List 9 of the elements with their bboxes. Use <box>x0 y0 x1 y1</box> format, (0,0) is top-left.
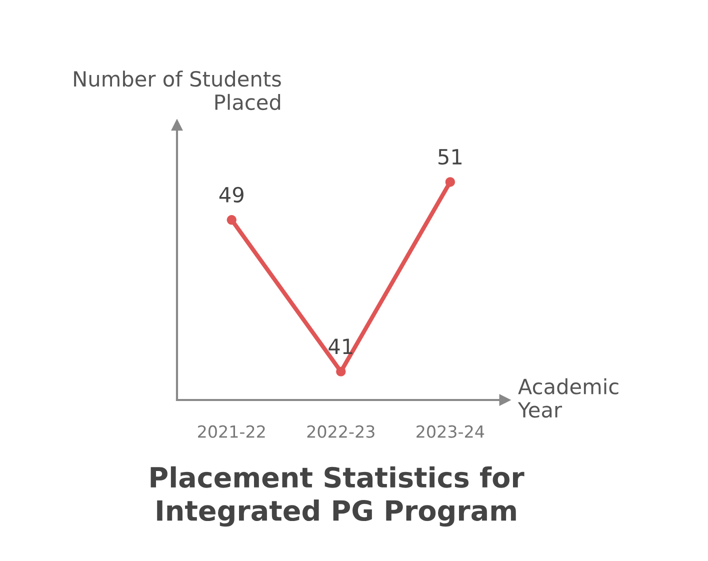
x-tick-label: 2021-22 <box>198 425 265 438</box>
data-label: 41 <box>328 338 352 354</box>
data-label: 51 <box>438 149 462 165</box>
data-label: 49 <box>219 186 244 203</box>
y-axis-title: Number of Students Placed <box>74 70 281 110</box>
x-tick-label: 2022-23 <box>307 425 374 438</box>
text: Placement Statistics for Integrated PG Program <box>150 466 524 527</box>
x-axis-title: Academic Year <box>518 378 618 418</box>
x-tick-label: 2023-24 <box>416 425 484 438</box>
